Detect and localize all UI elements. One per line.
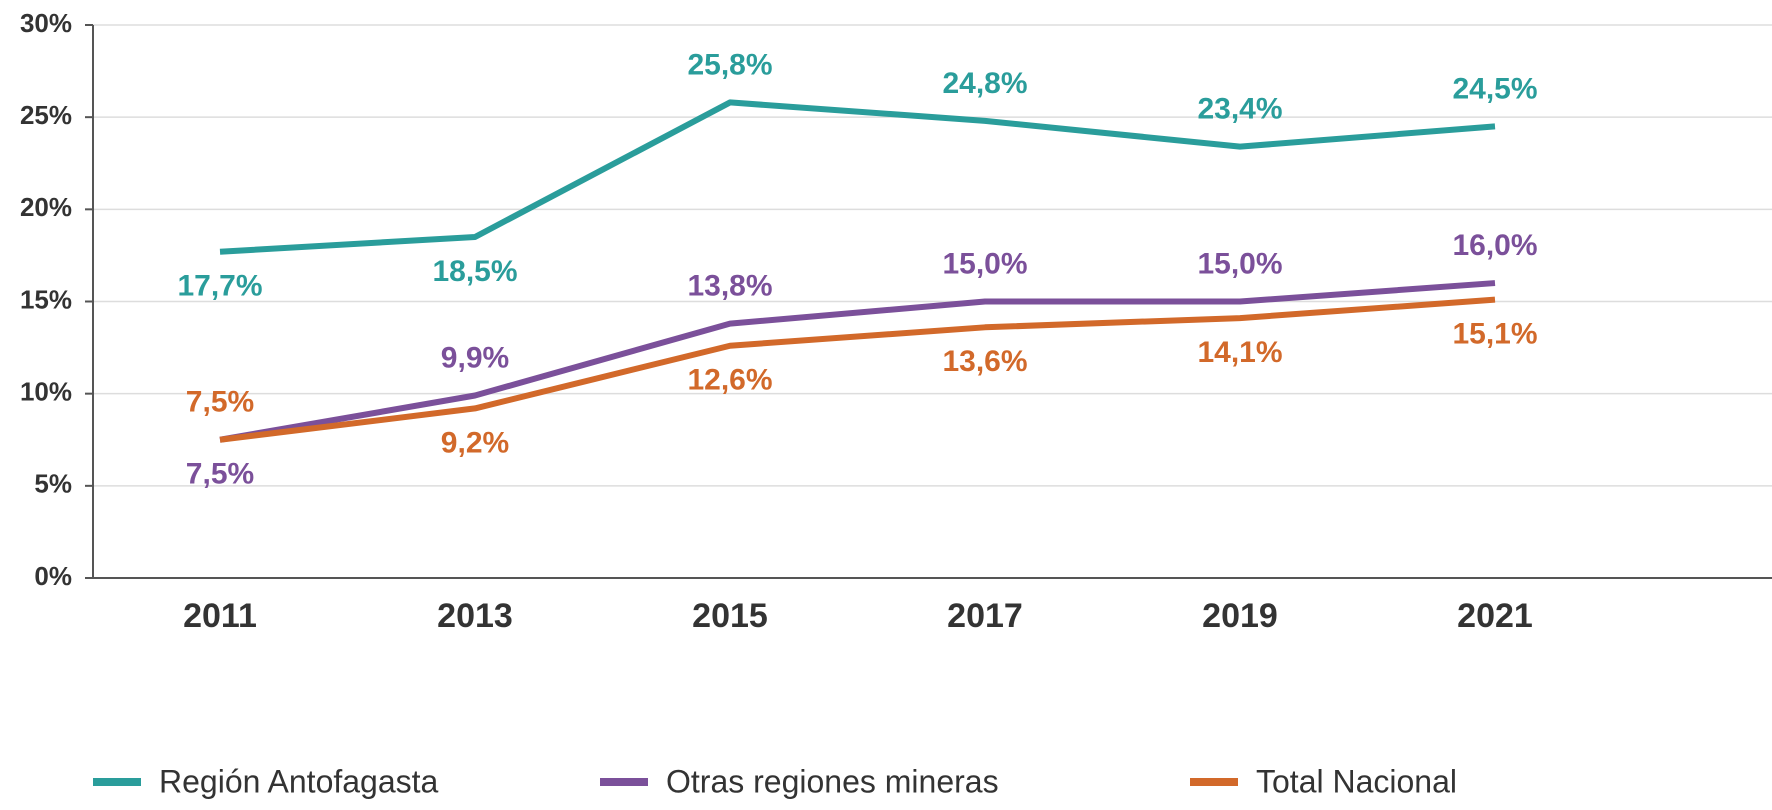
data-label: 16,0% <box>1452 229 1537 262</box>
x-tick-label: 2011 <box>183 597 257 635</box>
data-label: 9,9% <box>441 341 509 374</box>
x-tick-label: 2021 <box>1457 597 1533 635</box>
data-label: 12,6% <box>687 364 772 397</box>
series-line <box>219 280 1496 443</box>
data-label: 15,1% <box>1452 318 1537 351</box>
x-tick-label: 2017 <box>947 597 1023 635</box>
y-tick-label: 25% <box>20 100 72 130</box>
y-tick-label: 15% <box>20 284 72 314</box>
data-label: 18,5% <box>432 255 517 288</box>
data-label: 9,2% <box>441 426 509 459</box>
data-label: 13,8% <box>687 270 772 303</box>
data-label: 15,0% <box>942 247 1027 280</box>
data-label: 24,5% <box>1452 72 1537 105</box>
series-line <box>219 296 1496 443</box>
data-label: 23,4% <box>1197 93 1282 126</box>
data-label: 24,8% <box>942 67 1027 100</box>
x-tick-label: 2013 <box>437 597 513 635</box>
series-line <box>219 99 1496 255</box>
data-label: 14,1% <box>1197 336 1282 369</box>
data-label: 15,0% <box>1197 247 1282 280</box>
data-label: 7,5% <box>186 386 254 419</box>
data-label: 7,5% <box>186 458 254 491</box>
y-tick-label: 5% <box>34 469 72 499</box>
legend-label: Región Antofagasta <box>159 763 439 799</box>
legend-label: Otras regiones mineras <box>666 763 999 799</box>
y-tick-label: 10% <box>20 377 72 407</box>
y-tick-label: 30% <box>20 8 72 38</box>
x-tick-label: 2019 <box>1202 597 1278 635</box>
y-tick-label: 0% <box>34 561 72 591</box>
data-label: 13,6% <box>942 345 1027 378</box>
y-tick-label: 20% <box>20 192 72 222</box>
data-label: 17,7% <box>177 270 262 303</box>
legend-label: Total Nacional <box>1256 763 1457 799</box>
data-label: 25,8% <box>687 48 772 81</box>
x-tick-label: 2015 <box>692 597 768 635</box>
